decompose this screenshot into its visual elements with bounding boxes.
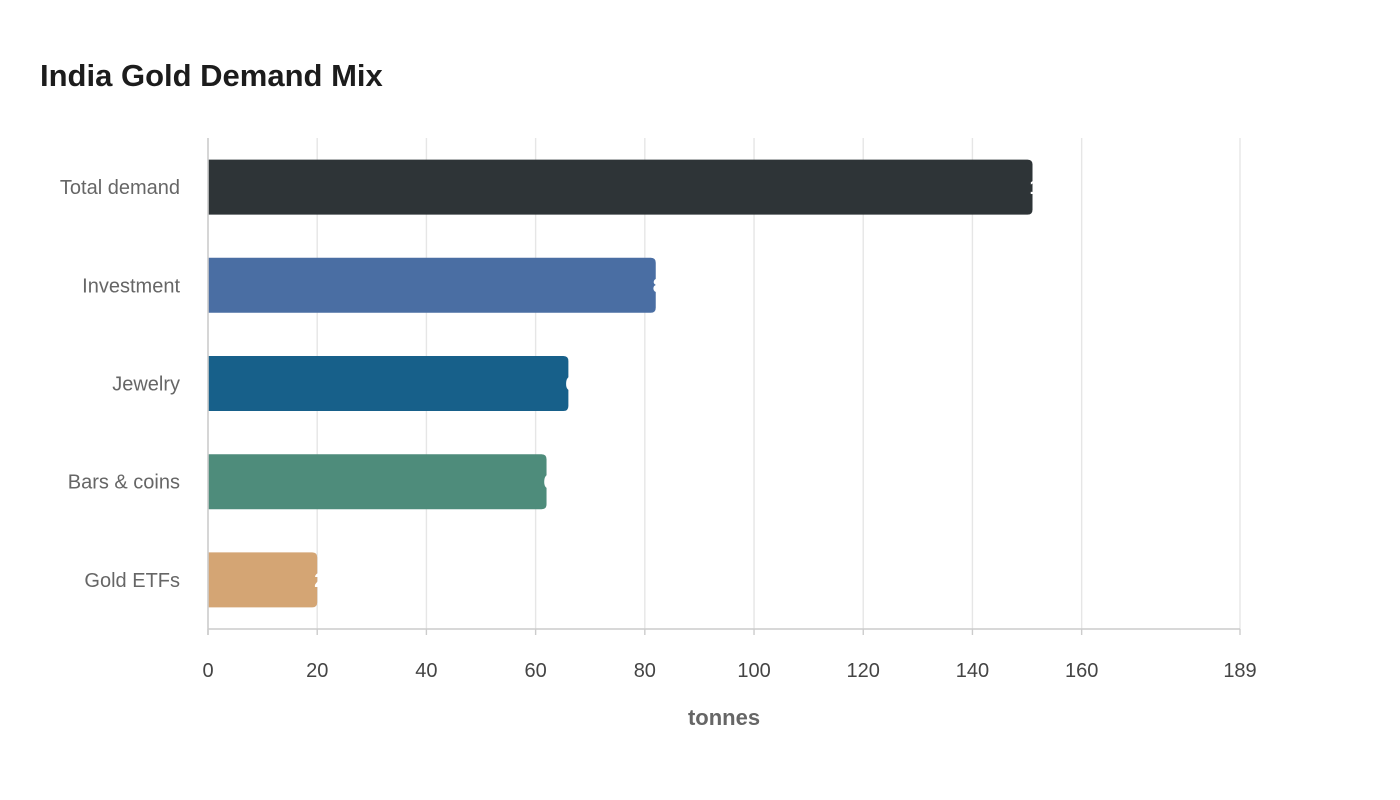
category-label: Gold ETFs: [84, 570, 180, 592]
x-tick-label: 100: [737, 660, 770, 682]
category-label: Jewelry: [112, 374, 180, 396]
data-label: 8: [653, 275, 664, 297]
x-tick-label: 20: [306, 660, 328, 682]
x-tick-label: 189: [1223, 660, 1256, 682]
category-label: Total demand: [60, 177, 180, 199]
category-label: Investment: [82, 275, 180, 297]
x-tick-label: 140: [956, 660, 989, 682]
data-label: 1: [1030, 177, 1041, 199]
x-tick-label: 80: [634, 660, 656, 682]
chart-title: India Gold Demand Mix: [40, 58, 383, 93]
x-tick-label: 120: [847, 660, 880, 682]
bar: [208, 552, 318, 608]
axes: [207, 138, 1241, 635]
category-label: Bars & coins: [68, 472, 180, 494]
bar: [208, 454, 547, 510]
x-tick-label: 40: [415, 660, 437, 682]
data-label: 6: [544, 472, 555, 494]
x-tick-label: 0: [202, 660, 213, 682]
data-label: 6: [565, 374, 576, 396]
x-tick-label: 160: [1065, 660, 1098, 682]
bar: [208, 356, 569, 411]
bars: [208, 159, 1033, 608]
bar: [208, 257, 656, 313]
x-tick-labels: 0 20 40 60 80 100 120 140 160 189: [202, 660, 1256, 682]
data-labels: 1 8 6 6 2: [314, 177, 1040, 592]
category-labels: Total demand Investment Jewelry Bars & coin…: [60, 177, 181, 592]
x-axis-title: tonnes: [688, 705, 760, 730]
x-tick-label: 60: [524, 660, 546, 682]
data-label: 2: [314, 570, 325, 592]
bar: [208, 159, 1033, 215]
